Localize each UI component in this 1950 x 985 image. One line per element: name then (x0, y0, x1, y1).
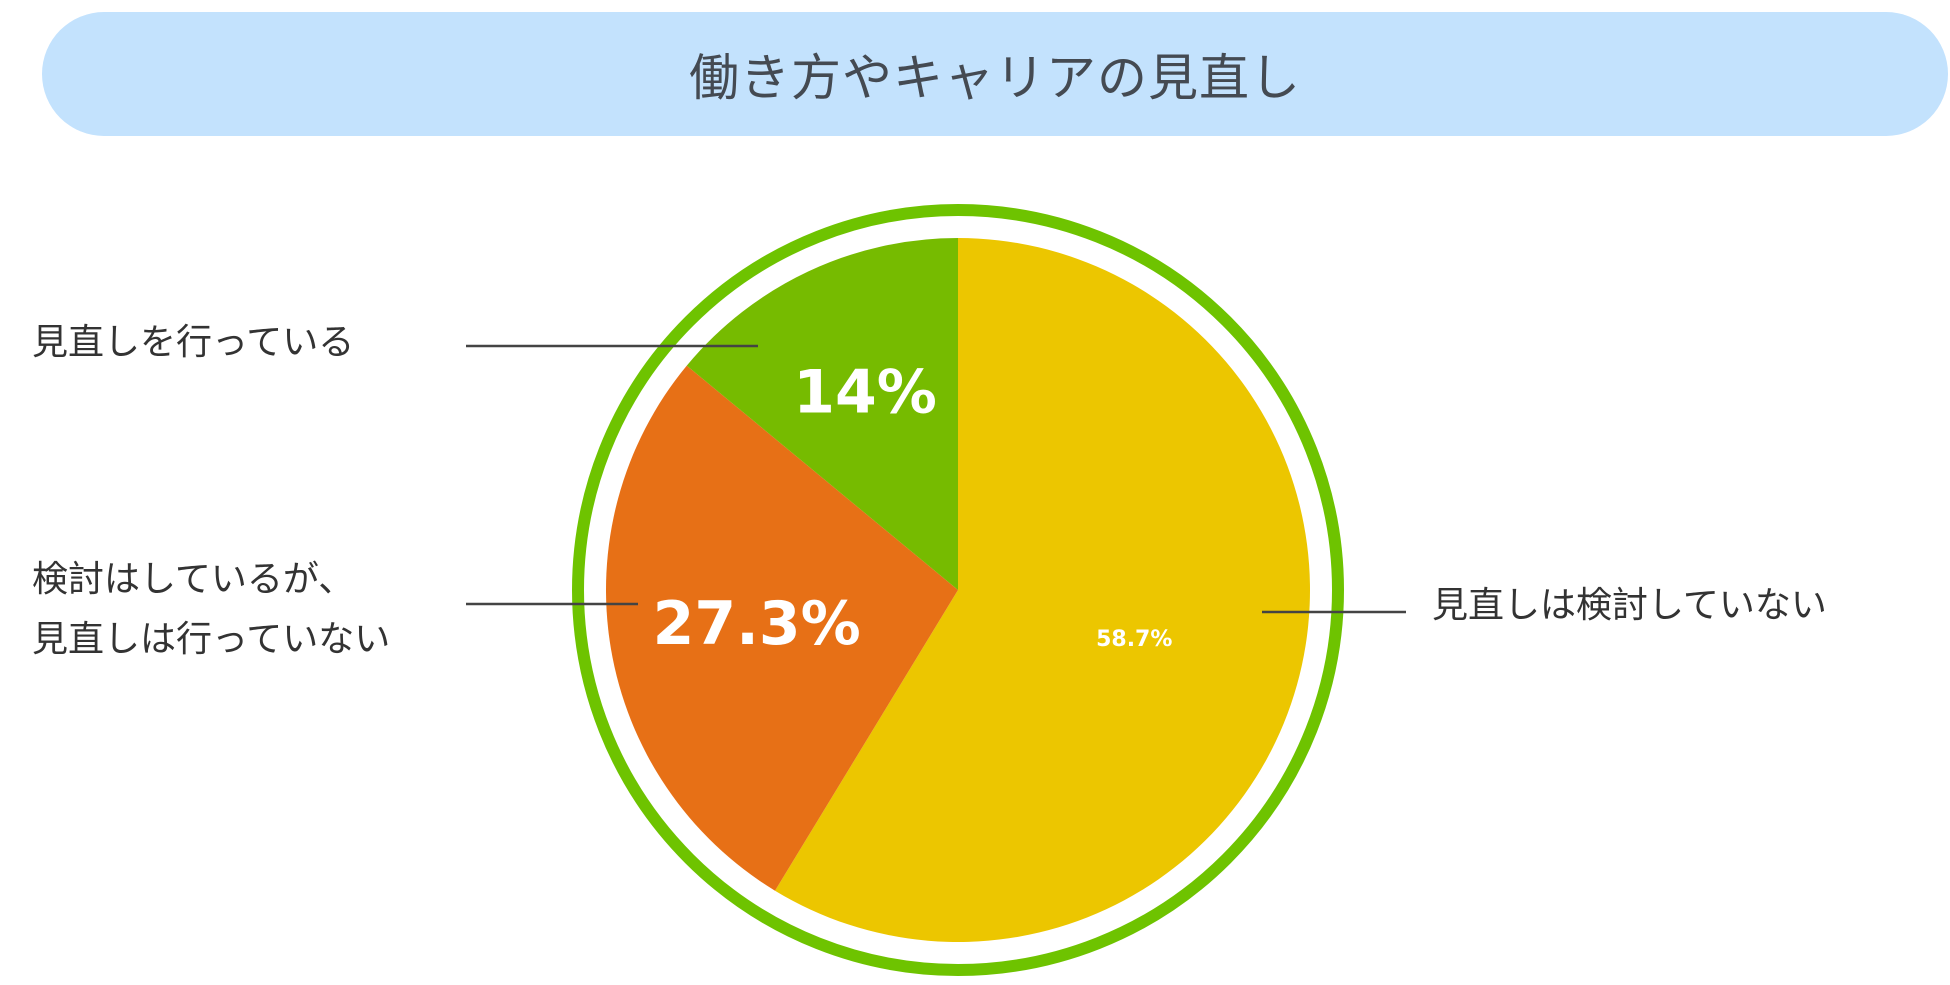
chart-title: 働き方やキャリアの見直し (689, 49, 1301, 107)
pie-slice-1 (606, 365, 958, 891)
chart-title-banner: 働き方やキャリアの見直し (42, 12, 1948, 136)
pie-slice-0 (775, 238, 1311, 942)
value-label-slice-2: 14% (793, 358, 937, 428)
value-label-slice-1: 27.3% (653, 589, 861, 659)
category-label-slice-1: 検討はしているが、 見直しは行っていない (32, 559, 391, 660)
category-label-slice-0: 見直しは検討していない (1432, 585, 1827, 626)
value-label-slice-0: 58.7% (1096, 627, 1172, 652)
pie-slice-2 (686, 238, 958, 590)
highlight-ring (572, 204, 1344, 976)
category-label-slice-2: 見直しを行っている (32, 322, 355, 363)
